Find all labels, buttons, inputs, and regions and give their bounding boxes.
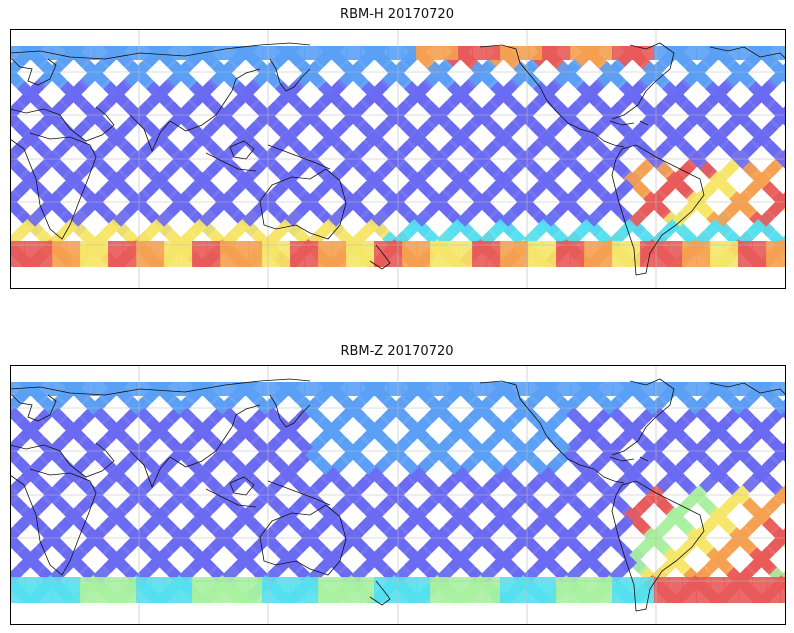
map-panel-rbm-h <box>10 29 786 289</box>
coastlines <box>10 42 786 276</box>
map-panel-rbm-z <box>10 365 786 625</box>
map-frame <box>10 29 786 289</box>
graticule <box>10 29 786 289</box>
map-frame <box>10 365 786 625</box>
polar-coverage-strips <box>10 46 786 267</box>
map-title-rbm-z: RBM-Z 20170720 <box>340 344 454 359</box>
polar-coverage-strips <box>10 382 786 603</box>
coastlines <box>10 378 786 612</box>
graticule <box>10 365 786 625</box>
satellite-swaths <box>10 382 786 603</box>
map-title-rbm-h: RBM-H 20170720 <box>340 7 454 22</box>
